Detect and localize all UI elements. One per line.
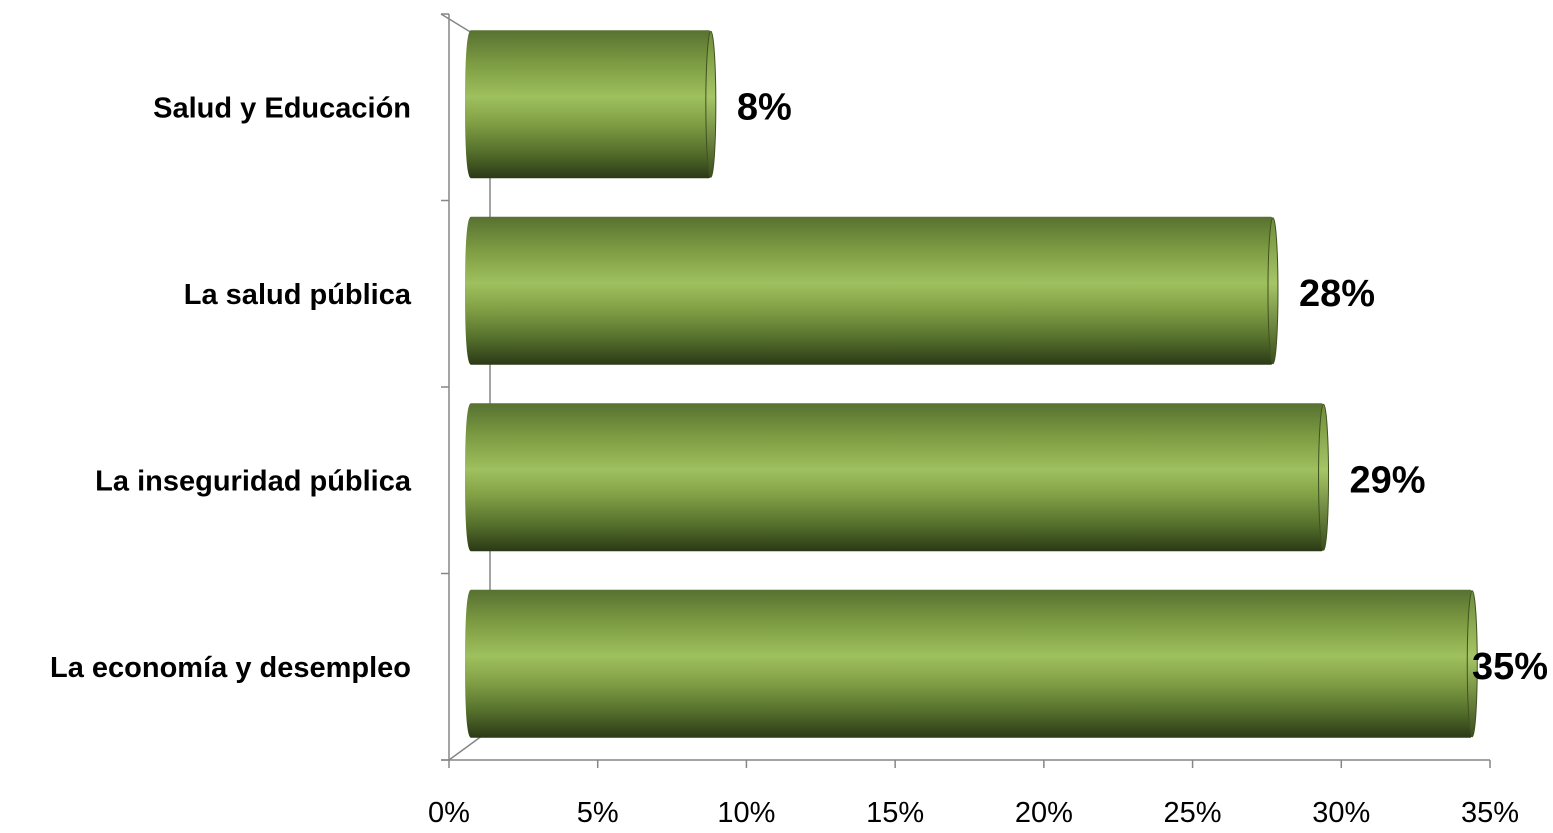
category-label: La economía y desempleo [50, 652, 411, 684]
x-axis-ticks [448, 760, 1491, 768]
x-tick-label: 25% [1164, 797, 1222, 829]
bar [465, 589, 1477, 738]
bar-end-cap [705, 30, 717, 178]
x-tick-label: 0% [428, 797, 470, 829]
bar-end-cap [1466, 590, 1478, 738]
bar-end-cap [1318, 403, 1330, 551]
category-label: La salud pública [184, 279, 412, 311]
value-label: 28% [1299, 273, 1375, 315]
value-label: 29% [1350, 459, 1426, 501]
bars-group [465, 30, 1478, 738]
bar [465, 216, 1277, 365]
value-label: 8% [737, 86, 792, 128]
category-labels: La economía y desempleo La inseguridad pú… [50, 92, 412, 684]
bar [465, 30, 715, 179]
value-label: 35% [1472, 646, 1548, 688]
x-tick-label: 15% [866, 797, 924, 829]
x-tick-label: 10% [717, 797, 775, 829]
bar [465, 403, 1328, 552]
x-tick-label: 5% [577, 797, 619, 829]
x-tick-label: 35% [1461, 797, 1519, 829]
category-label: Salud y Educación [153, 92, 411, 124]
x-tick-labels: 0% 5% 10% 15% 20% 25% 30% 35% [428, 797, 1519, 829]
y-axis-ticks [441, 13, 449, 761]
category-label: La inseguridad pública [95, 465, 412, 497]
value-labels: 35% 29% 28% 8% [737, 86, 1548, 688]
x-tick-label: 30% [1312, 797, 1370, 829]
x-tick-label: 20% [1015, 797, 1073, 829]
bar-end-cap [1267, 217, 1279, 365]
